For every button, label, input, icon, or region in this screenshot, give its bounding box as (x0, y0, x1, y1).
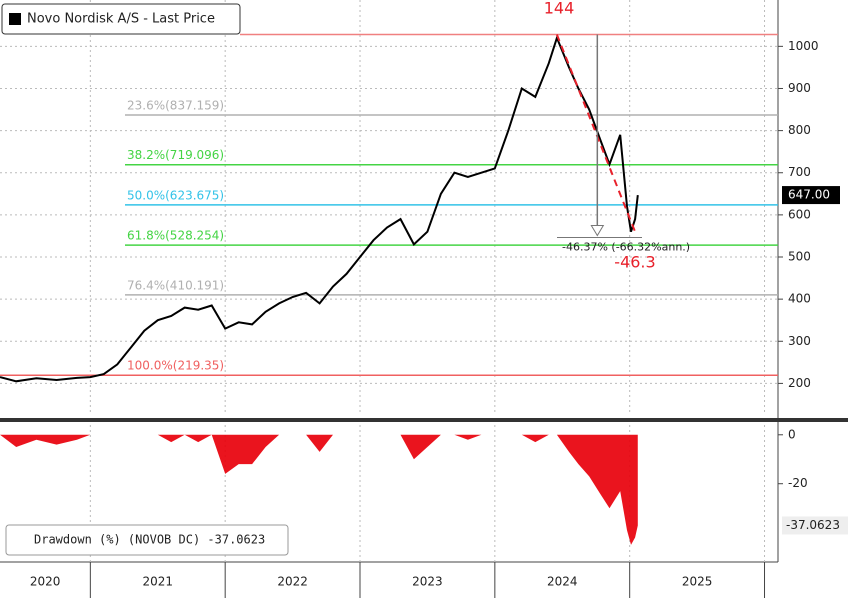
y-tick-label: 300 (788, 334, 811, 348)
y-tick-label: 800 (788, 123, 811, 137)
y-tick-label: -20 (788, 476, 808, 490)
x-tick-label: 2022 (277, 575, 308, 589)
last-price-label: 647.00 (788, 188, 830, 202)
legend-label: Drawdown (%) (NOVOB DC) -37.0623 (34, 533, 265, 547)
x-tick-label: 2024 (547, 575, 578, 589)
legend-swatch (9, 13, 21, 25)
peak-label: 144 (544, 0, 575, 18)
legend-box (1, 3, 241, 35)
last-drawdown-label: -37.0623 (786, 518, 840, 532)
last-price-tag (782, 186, 840, 205)
level-label: 100.0%(219.35) (127, 359, 224, 373)
level-label: 38.2%(719.096) (127, 148, 224, 162)
measure-label: -46.37% (-66.32%ann.) (562, 241, 690, 254)
y-tick-label: 600 (788, 207, 811, 221)
level-label: 76.4%(410.191) (127, 278, 224, 292)
drawdown-area (0, 434, 638, 545)
level-label: 23.6%(837.159) (127, 98, 224, 112)
x-tick-label: 2025 (682, 575, 713, 589)
y-tick-label: 200 (788, 376, 811, 390)
y-tick-label: 1000 (788, 39, 819, 53)
legend-label: Novo Nordisk A/S - Last Price (27, 12, 215, 27)
y-tick-label: 900 (788, 81, 811, 95)
level-label: 50.0%(623.675) (127, 188, 224, 202)
y-tick-label: 700 (788, 165, 811, 179)
y-tick-label: 400 (788, 292, 811, 306)
y-tick-label: 0 (788, 427, 796, 441)
level-label: 61.8%(528.254) (127, 229, 224, 243)
legend-box (5, 524, 289, 556)
x-tick-label: 2023 (412, 575, 443, 589)
measure-arrow (590, 225, 605, 237)
drop-label: -46.3 (614, 253, 655, 272)
y-tick-label: 500 (788, 250, 811, 264)
last-drawdown-tag (782, 516, 848, 535)
x-tick-label: 2021 (142, 575, 173, 589)
x-tick-label: 2020 (30, 575, 61, 589)
